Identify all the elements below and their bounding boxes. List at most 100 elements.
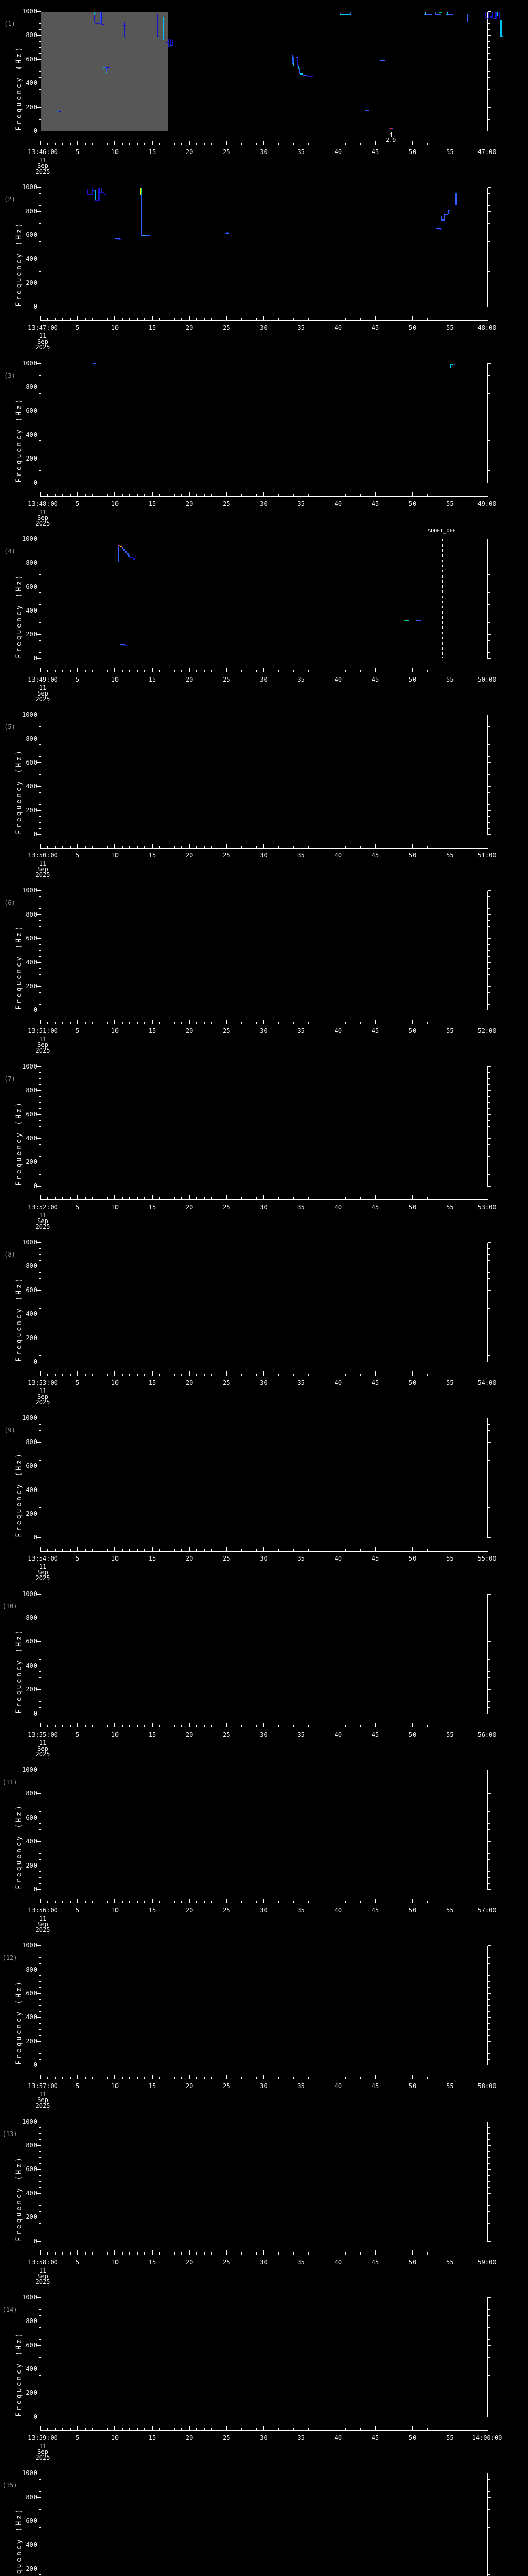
- x-tick: [345, 845, 346, 848]
- y-tick: [38, 29, 41, 30]
- x-tick-label: 5: [76, 1555, 80, 1563]
- x-tick: [226, 1019, 227, 1024]
- y-tick: [38, 1004, 41, 1005]
- y-tick: [487, 1248, 490, 1249]
- spectrogram-trace-mark: [118, 239, 121, 241]
- y-tick: [487, 107, 491, 108]
- x-tick: [129, 1549, 130, 1551]
- x-tick: [226, 2074, 227, 2079]
- x-tick: [293, 2428, 294, 2431]
- x-tick: [345, 2428, 346, 2431]
- y-tick-label: 600: [26, 935, 37, 942]
- y-tick: [37, 2017, 41, 2018]
- y-tick: [487, 1823, 490, 1824]
- x-tick: [70, 318, 71, 320]
- y-tick: [38, 944, 41, 945]
- x-tick-label: 40: [334, 1731, 342, 1738]
- y-tick-label: 400: [26, 607, 37, 615]
- x-tick: [196, 1901, 197, 1903]
- x-tick: [256, 670, 257, 672]
- y-tick: [487, 804, 490, 805]
- y-tick: [487, 1084, 490, 1085]
- spectrogram-trace-mark: [106, 68, 108, 73]
- x-tick: [137, 1373, 138, 1376]
- y-tick: [37, 2241, 41, 2242]
- y-tick: [38, 2339, 41, 2340]
- x-start-time-label: 13:49:00: [28, 675, 58, 683]
- x-tick: [144, 1373, 145, 1376]
- y-tick: [487, 2017, 491, 2018]
- x-tick-label: 50: [408, 2082, 417, 2090]
- x-tick: [256, 1549, 257, 1551]
- x-tick-label: 35: [297, 1555, 305, 1563]
- x-tick: [47, 2252, 48, 2255]
- x-tick: [62, 494, 63, 497]
- x-tick: [196, 318, 197, 320]
- x-tick: [211, 1901, 212, 1903]
- spectrogram-trace-mark: [380, 60, 381, 61]
- x-tick-label: 15: [148, 500, 156, 507]
- x-tick: [77, 1899, 78, 1903]
- x-tick-label: 40: [334, 324, 342, 332]
- spectrogram-trace-mark: [340, 12, 342, 15]
- x-tick: [40, 1899, 41, 1903]
- y-tick: [38, 440, 41, 442]
- x-tick: [278, 494, 279, 497]
- x-tick-label: 35: [297, 2258, 305, 2266]
- y-tick: [487, 896, 490, 897]
- spectrogram-trace-mark: [446, 14, 453, 15]
- x-tick: [278, 1373, 279, 1376]
- x-tick: [293, 1725, 294, 1727]
- x-end-time-label: 54:00: [477, 1379, 497, 1387]
- x-tick: [40, 2074, 41, 2079]
- event-marker-label: 2.9: [386, 137, 397, 143]
- x-tick: [308, 1197, 309, 1200]
- x-tick: [92, 2252, 93, 2255]
- x-tick: [144, 142, 145, 145]
- spectrogram-panel: (4) Frequency (Hz) 13:49:00 50:00 11 Sep…: [0, 528, 528, 703]
- x-tick: [226, 668, 227, 672]
- x-tick: [204, 142, 205, 145]
- spectrogram-trace-mark: [434, 14, 442, 15]
- x-tick-label: 10: [111, 1555, 119, 1563]
- y-tick: [487, 2490, 490, 2492]
- y-tick: [38, 2127, 41, 2128]
- y-tick: [487, 726, 490, 727]
- spectrogram-trace-mark: [121, 547, 123, 549]
- x-tick: [55, 1021, 56, 1024]
- x-tick-label: 25: [223, 1555, 230, 1563]
- y-tick: [38, 744, 41, 745]
- x-tick: [114, 1723, 116, 1727]
- x-tick: [427, 1197, 428, 1200]
- x-tick: [256, 2252, 257, 2255]
- y-tick: [38, 2005, 41, 2006]
- date-day: 11: [39, 2266, 47, 2274]
- x-tick: [293, 142, 294, 145]
- panel-index-label: (6): [4, 899, 15, 907]
- x-tick: [129, 1197, 130, 1200]
- x-tick: [122, 1021, 123, 1024]
- x-tick-label: 40: [334, 1906, 342, 1914]
- x-tick-label: 40: [334, 2258, 342, 2266]
- x-tick: [263, 1723, 264, 1727]
- plot-area: [41, 363, 487, 483]
- x-tick-label: 30: [260, 852, 268, 859]
- x-tick: [375, 1723, 376, 1727]
- x-tick: [293, 1549, 294, 1551]
- x-tick: [77, 2074, 78, 2079]
- x-tick-label: 30: [260, 1027, 268, 1035]
- x-tick-label: 25: [223, 500, 230, 507]
- y-tick: [38, 1096, 41, 1097]
- y-tick: [487, 1144, 490, 1145]
- y-tick: [487, 1507, 490, 1509]
- x-tick: [70, 1725, 71, 1727]
- y-axis-line-right: [487, 2122, 488, 2242]
- x-tick: [77, 668, 78, 672]
- x-tick: [278, 1549, 279, 1551]
- panel-index-label: (14): [2, 2306, 18, 2313]
- x-tick-label: 50: [408, 1379, 417, 1387]
- y-tick-label: 600: [26, 1462, 37, 1470]
- y-tick: [487, 2157, 490, 2158]
- y-tick: [38, 1120, 41, 1121]
- x-tick: [293, 2252, 294, 2255]
